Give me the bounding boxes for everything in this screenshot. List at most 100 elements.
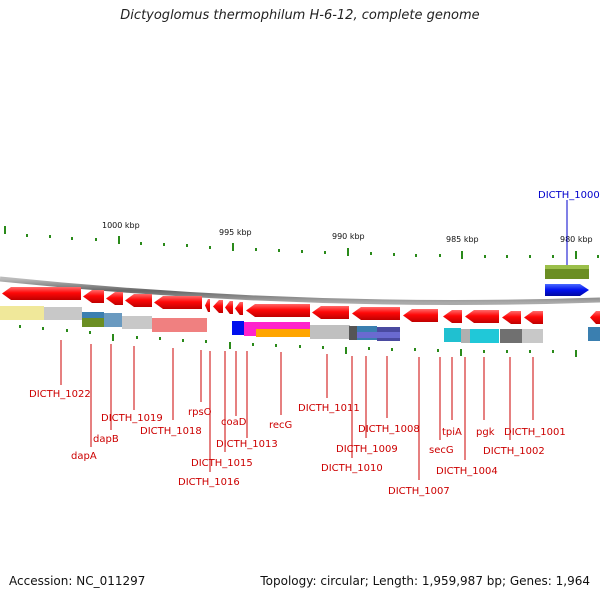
gene-label[interactable]: tpiA [442,427,462,438]
scale-tick [393,253,395,256]
inner-scale-tick [460,349,462,356]
genome-summary-text: Topology: circular; Length: 1,959,987 bp… [260,574,590,588]
inner-scale-tick [575,350,577,357]
scale-tick [186,244,188,247]
inner-scale-tick [414,348,416,351]
highlight-gene-label[interactable]: DICTH_1000 [538,190,600,201]
gene-label[interactable]: secG [429,445,454,456]
gene-arrow[interactable] [213,300,223,313]
inner-scale-tick [368,347,370,350]
scale-labels: 1000 kbp 995 kbp 990 kbp 985 kbp 980 kbp [102,221,593,244]
scale-tick [26,234,28,237]
gene-label[interactable]: rpsO [188,407,212,418]
scale-tick [49,235,51,238]
gene-arrow[interactable] [235,302,243,315]
inner-scale-tick [112,334,114,341]
gene-label[interactable]: DICTH_1011 [298,403,360,414]
gene-arrow[interactable] [590,311,600,324]
gene-label[interactable]: DICTH_1009 [336,444,398,455]
gene-label[interactable]: dapB [93,434,119,445]
backbone-arc [0,276,600,305]
gene-label[interactable]: pgk [476,427,495,438]
genome-title: Dictyoglomus thermophilum H-6-12, comple… [120,8,480,23]
scale-tick [506,255,508,258]
gene-arrow[interactable] [205,299,210,312]
gene-label[interactable]: DICTH_1022 [29,389,91,400]
inner-scale-tick [552,350,554,353]
scale-tick [278,249,280,252]
inner-scale-tick [19,325,21,328]
scale-tick [140,242,142,245]
gene-label[interactable]: DICTH_1008 [358,424,420,435]
gene-label[interactable]: DICTH_1001 [504,427,566,438]
accession-text: Accession: NC_011297 [9,574,146,588]
gene-label[interactable]: DICTH_1010 [321,463,383,474]
inner-scale-tick [159,337,161,340]
inner-scale-tick [42,327,44,330]
gene-arrow[interactable] [246,304,310,317]
gene-label[interactable]: DICTH_1013 [216,439,278,450]
scale-tick [552,255,554,258]
scale-tick [597,255,599,258]
gene-arrow[interactable] [225,301,233,314]
highlight-gene-arrow[interactable] [545,284,589,296]
gene-label[interactable]: recG [269,420,292,431]
scale-tick [439,254,441,257]
scale-tick [415,254,417,257]
inner-scale-tick [136,336,138,339]
scale-tick [209,246,211,249]
inner-scale-tick [322,346,324,349]
scale-tick [575,251,577,259]
inner-scale-tick [506,350,508,353]
gene-labels: DICTH_1022 dapA dapB DICTH_1019 DICTH_1018 rp… [29,340,566,497]
inner-scale-tick [437,349,439,352]
scale-label-990: 990 kbp [332,232,365,241]
inner-scale-tick [299,345,301,348]
gene-arrow[interactable] [106,292,123,305]
gene-label[interactable]: DICTH_1007 [388,486,450,497]
scale-label-1000: 1000 kbp [102,221,140,230]
inner-scale-tick [205,340,207,343]
gene-label[interactable]: DICTH_1004 [436,466,498,477]
gene-arrow[interactable] [125,294,152,307]
scale-tick [301,250,303,253]
gene-arrow[interactable] [443,310,462,323]
scale-tick [255,248,257,251]
inner-scale-tick [345,347,347,354]
gene-arrow[interactable] [524,311,543,324]
inner-scale-tick [252,343,254,346]
scale-label-985: 985 kbp [446,235,479,244]
scale-label-995: 995 kbp [219,228,252,237]
gene-label[interactable]: DICTH_1019 [101,413,163,424]
scale-ticks [4,226,599,259]
inner-scale-tick [182,339,184,342]
scale-tick [347,248,349,256]
gene-label[interactable]: DICTH_1015 [191,458,253,469]
gene-arrow[interactable] [312,306,349,319]
gene-arrow[interactable] [2,287,81,300]
scale-tick [232,243,234,251]
gene-arrow[interactable] [403,309,438,322]
gene-label[interactable]: dapA [71,451,97,462]
gene-label[interactable]: DICTH_1002 [483,446,545,457]
scale-tick [95,238,97,241]
inner-scale-tick [275,344,277,347]
scale-label-980: 980 kbp [560,235,593,244]
gene-arrows [2,287,600,324]
inner-scale-tick [483,350,485,353]
inner-scale-tick [529,350,531,353]
gene-arrow[interactable] [83,290,104,303]
scale-tick [324,251,326,254]
gene-arrow[interactable] [465,310,499,323]
gene-arrow[interactable] [154,296,202,309]
gene-label[interactable]: DICTH_1016 [178,477,240,488]
gene-arrow[interactable] [502,311,521,324]
gene-arrow[interactable] [352,307,400,320]
inner-scale-ticks [19,325,577,357]
gene-label[interactable]: coaD [221,417,247,428]
inner-scale-tick [229,342,231,349]
scale-tick [71,237,73,240]
gene-label[interactable]: DICTH_1018 [140,426,202,437]
scale-tick [118,236,120,244]
